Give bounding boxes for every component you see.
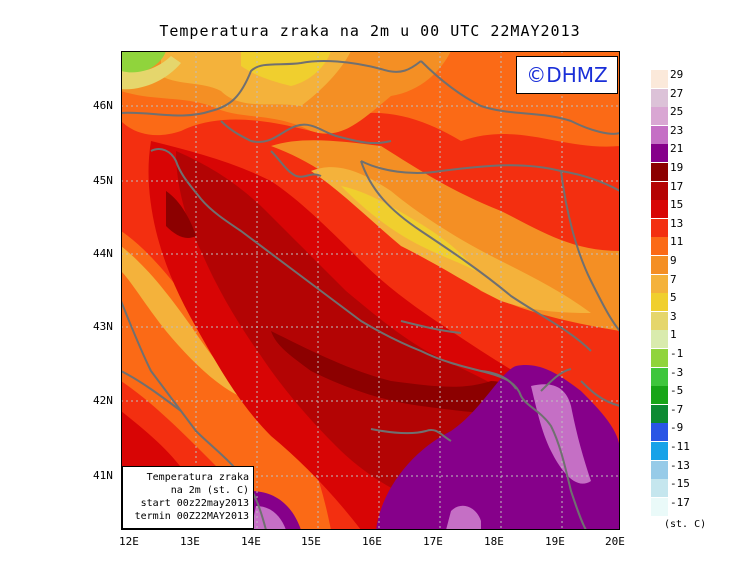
legend-units: (st. C) [664,519,707,530]
legend-swatch [651,218,668,237]
map-frame [121,51,620,530]
legend-swatch [651,200,668,219]
legend-label: 7 [670,272,677,286]
adriatic-sea-deep [176,151,519,501]
legend-label: 21 [670,142,684,156]
adriatic-sea-darkest [166,191,196,238]
legend-label: 13 [670,216,684,230]
legend-swatch [651,125,668,144]
legend-label: 19 [670,161,684,174]
land-band-italy-cold [121,246,251,401]
alpine-green-patch [121,51,166,76]
x-tick-label: 16E [362,535,382,548]
x-tick-label: 15E [301,535,321,548]
legend-label: -1 [670,347,684,360]
legend-label: 25 [670,105,684,119]
legend-label: 9 [670,254,677,267]
y-tick-label: 41N [93,469,113,482]
adriatic-sea-south [271,331,521,414]
legend-swatch [651,404,668,423]
legend-swatch [651,70,668,88]
legend-label: -17 [670,495,690,509]
legend-swatch [651,256,668,274]
x-tick-label: 17E [423,535,443,548]
legend-swatch [651,274,668,293]
legend-label: 23 [670,123,684,137]
y-tick-label: 46N [93,99,113,112]
legend-swatch [651,386,668,405]
temperature-map [121,51,620,530]
info-line-3: start 00z22may2013 [140,498,249,509]
x-tick-label: 18E [484,535,504,548]
legend-swatch [651,107,668,126]
legend-swatch [651,293,668,312]
legend-swatch [651,311,668,330]
legend-swatch [651,237,668,256]
legend-swatch [651,442,668,460]
legend-swatch [651,163,668,181]
legend-swatch [651,423,668,442]
x-tick-label: 14E [241,535,261,548]
x-tick-label: 19E [545,535,565,548]
coastlines-and-borders [121,60,620,530]
legend-label: -15 [670,477,690,491]
x-tick-label: 12E [119,535,139,548]
legend-label: 17 [670,179,684,193]
legend-swatch [651,497,668,516]
legend-label: -5 [670,384,684,398]
y-tick-label: 43N [93,320,113,333]
legend-label: 1 [670,328,677,342]
legend-swatch [651,88,668,107]
lat-lon-grid [121,51,620,530]
legend-swatch [651,479,668,498]
legend-swatch [651,349,668,367]
sea-violet-zone [531,384,591,484]
legend-label: -7 [670,402,684,416]
land-band-alps-coldest [241,51,331,86]
y-tick-label: 45N [93,174,113,187]
legend-label: -9 [670,421,684,435]
legend-label: 15 [670,198,684,212]
info-line-1: Temperatura zraka [146,472,249,483]
legend-label: -3 [670,365,684,379]
legend-swatch [651,367,668,386]
sea-violet-zone-2 [446,505,481,530]
info-line-2: na 2m (st. C) [170,485,249,496]
legend-label: 3 [670,309,677,323]
info-box: Temperatura zraka na 2m (st. C) start 00… [122,466,254,529]
legend-swatch [651,330,668,349]
dhmz-logo: ©DHMZ [516,56,618,94]
legend-swatch [651,181,668,200]
info-line-4: termin 00Z22MAY2013 [134,511,249,522]
x-tick-label: 20E [605,535,625,548]
legend-label: -11 [670,440,690,453]
land-band-dinaric-coldest [341,186,476,271]
alpine-pale-patch [121,56,181,90]
map-title: Temperatura zraka na 2m u 00 UTC 22MAY20… [159,22,581,40]
y-tick-label: 44N [93,247,113,260]
legend-label: 11 [670,235,684,249]
legend-label: 5 [670,291,677,305]
x-tick-label: 13E [180,535,200,548]
legend-label: -13 [670,458,690,472]
legend-swatch [651,460,668,479]
y-tick-label: 42N [93,394,113,407]
legend-label: 29 [670,68,684,81]
legend-swatch [651,144,668,163]
legend-label: 27 [670,86,684,100]
